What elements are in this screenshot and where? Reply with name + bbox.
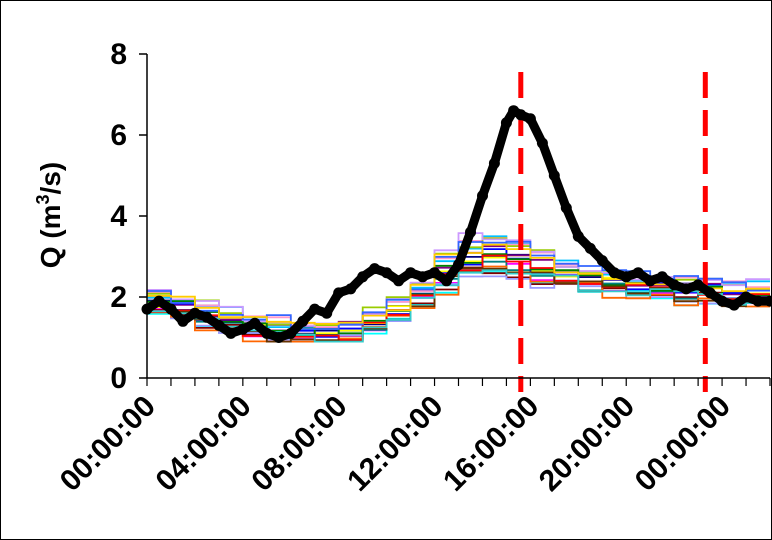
observed-point [309, 303, 321, 315]
observed-point [333, 287, 345, 299]
observed-point [393, 275, 405, 287]
observed-point [752, 295, 764, 307]
observed-point [608, 267, 620, 279]
observed-point [321, 307, 333, 319]
x-tick-label: 00:00:00 [629, 390, 737, 498]
observed-point [153, 295, 165, 307]
observed-point [572, 230, 584, 242]
observed-point [225, 327, 237, 339]
y-tick-label: 4 [110, 200, 127, 233]
observed-point [165, 303, 177, 315]
observed-point [524, 113, 536, 125]
observed-point [680, 283, 692, 295]
observed-point [620, 271, 632, 283]
observed-point [465, 226, 476, 238]
observed-series-line [142, 106, 772, 342]
x-tick-label: 08:00:00 [245, 390, 353, 498]
observed-point [548, 170, 560, 181]
observed-point [273, 332, 285, 343]
observed-point [177, 315, 189, 327]
observed-point [632, 267, 644, 279]
y-tick-group: 0 2 4 6 8 [110, 38, 147, 395]
y-tick-label: 6 [110, 119, 127, 152]
observed-point [357, 271, 369, 283]
observed-point [515, 109, 527, 121]
observed-point [381, 267, 393, 279]
observed-point [189, 307, 201, 319]
x-tick-label: 00:00:00 [54, 390, 162, 498]
y-axis-title-main: Q (m [35, 204, 66, 268]
observed-point [441, 275, 452, 287]
x-tick-label: 20:00:00 [533, 390, 641, 498]
observed-point [716, 295, 728, 307]
observed-point [237, 323, 249, 335]
observed-point [405, 267, 417, 279]
y-tick-label: 0 [110, 362, 127, 395]
x-tick-label: 04:00:00 [150, 390, 258, 498]
observed-point [477, 190, 488, 202]
observed-point [345, 283, 357, 295]
observed-point [692, 279, 704, 291]
observed-point [536, 137, 548, 149]
observed-point [560, 202, 572, 214]
event-markers-group [518, 72, 708, 392]
x-tick-label: 12:00:00 [341, 390, 449, 498]
observed-point [596, 255, 608, 267]
observed-point [488, 157, 500, 169]
y-tick-label: 8 [110, 38, 127, 71]
y-axis-title-sup: 3 [33, 194, 53, 204]
observed-point [500, 117, 512, 129]
observed-point [728, 299, 740, 311]
observed-point [285, 327, 297, 339]
observed-point [369, 263, 381, 275]
observed-point [704, 287, 716, 299]
observed-point [201, 311, 213, 323]
y-tick-label: 2 [110, 281, 127, 314]
observed-point [764, 295, 772, 307]
observed-point [297, 315, 309, 327]
x-tick-label: 16:00:00 [437, 390, 545, 498]
observed-point [249, 317, 261, 329]
observed-series-group [141, 105, 772, 343]
observed-point [584, 242, 596, 254]
observed-point [668, 279, 680, 291]
observed-point [644, 275, 656, 287]
observed-point [656, 271, 668, 283]
y-axis-title-tail: /s) [35, 162, 66, 195]
y-axis-title: Q (m3/s) [33, 162, 66, 268]
observed-point [740, 291, 752, 303]
observed-point [261, 327, 273, 339]
x-tick-group: 00:00:0004:00:0008:00:0012:00:0016:00:00… [54, 378, 771, 498]
observed-point [213, 319, 225, 331]
observed-point [417, 271, 429, 283]
observed-point [429, 267, 440, 279]
observed-point [453, 259, 464, 271]
